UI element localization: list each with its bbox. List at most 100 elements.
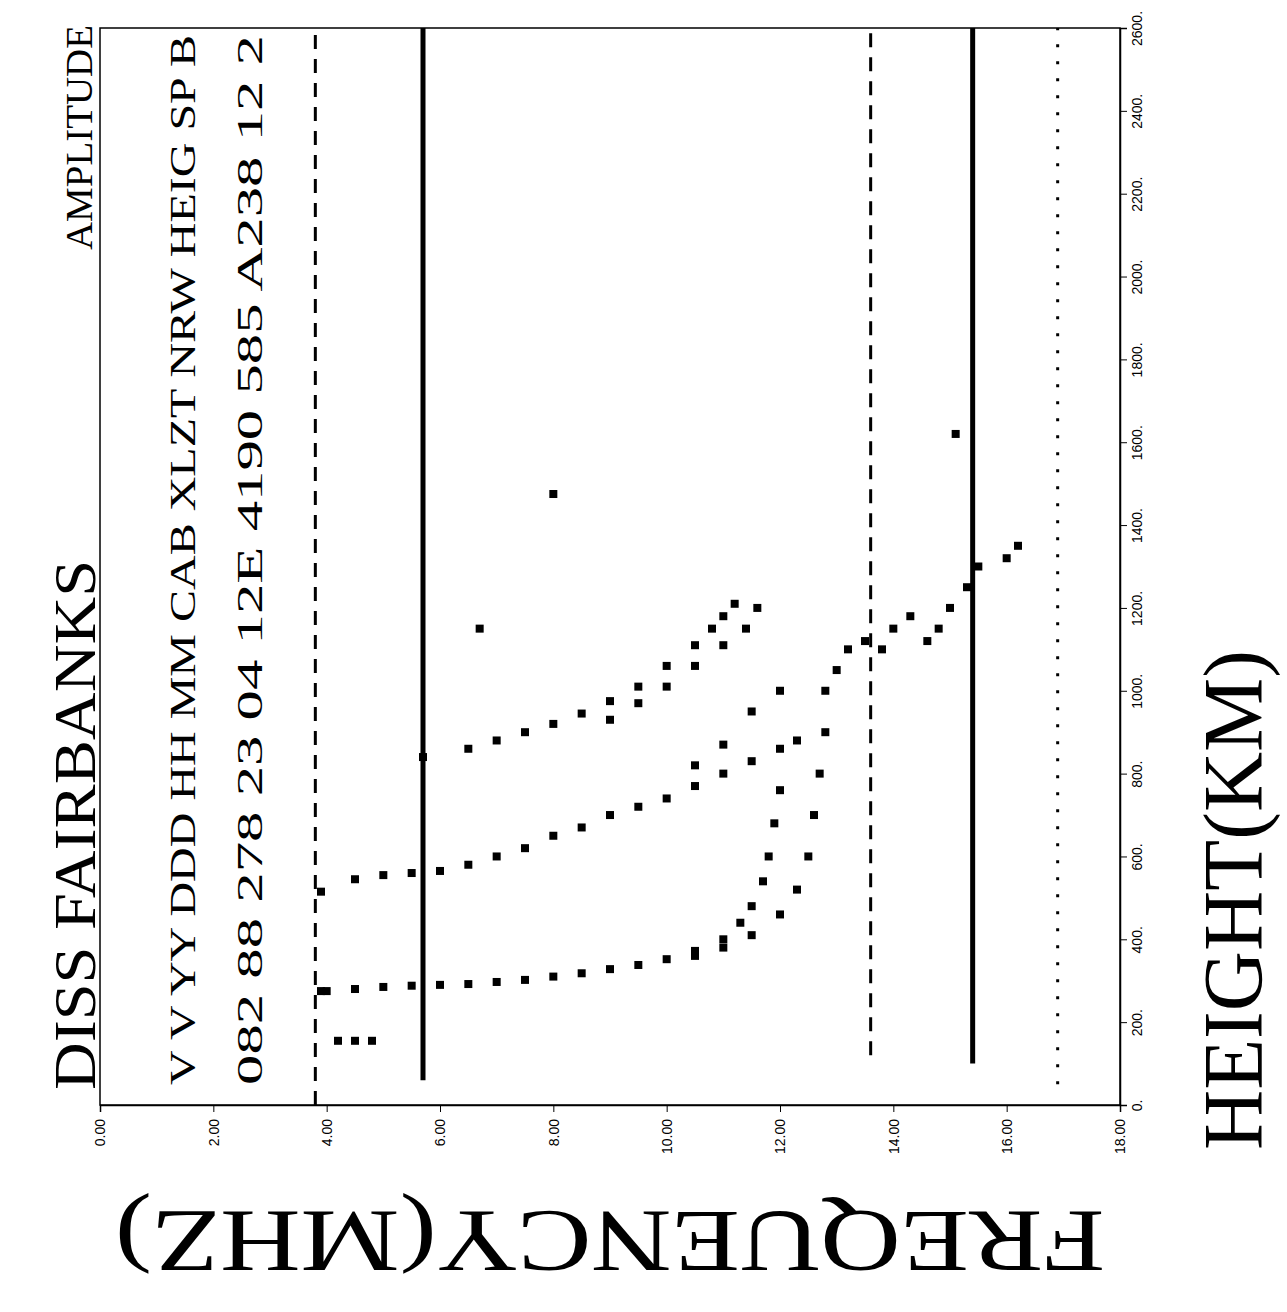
y-tick-mark [1120, 856, 1127, 857]
y-tick-label: 1800. [1129, 342, 1145, 377]
echo-point [691, 641, 699, 649]
x-tick: 18.00 [1112, 1105, 1128, 1154]
echo-point [634, 961, 642, 969]
y-tick: 400. [1120, 926, 1145, 953]
echo-point [804, 852, 812, 860]
y-tick: 1000. [1120, 674, 1145, 709]
x-tick-label: 12.00 [772, 1119, 788, 1154]
y-tick-mark [1120, 277, 1127, 278]
echo-point [821, 687, 829, 695]
x-tick-mark [1007, 1105, 1008, 1112]
y-tick: 2000. [1120, 260, 1145, 295]
x-axis-line [101, 1106, 1121, 1113]
echo-point [578, 710, 586, 718]
echo-point [753, 604, 761, 612]
header-row: 082 88 278 23 04 12E 4190 585 A238 12 2 [230, 35, 270, 1085]
echo-point [476, 625, 484, 633]
echo-point [708, 625, 716, 633]
trace-line [1056, 28, 1059, 1084]
echo-point [691, 782, 699, 790]
echo-point [606, 811, 614, 819]
echo-point [317, 888, 325, 896]
y-tick-label: 1600. [1129, 425, 1145, 460]
y-axis-title: HEIGHT(KM) [1187, 650, 1281, 1150]
y-tick-mark [1120, 359, 1127, 360]
echo-point [691, 952, 699, 960]
x-tick-mark [213, 1105, 214, 1112]
echo-point [833, 666, 841, 674]
trace-line [869, 28, 872, 1055]
y-tick-mark [1120, 608, 1127, 609]
echo-point [351, 985, 359, 993]
y-tick-label: 800. [1129, 760, 1145, 787]
echo-point [719, 612, 727, 620]
echo-point [663, 794, 671, 802]
y-axis: 0.200.400.600.800.1000.1200.1400.1600.18… [1120, 11, 1145, 1111]
echo-point [878, 645, 886, 653]
echo-point [776, 687, 784, 695]
echo-point [663, 683, 671, 691]
x-tick-label: 14.00 [886, 1119, 902, 1154]
echo-point [935, 625, 943, 633]
y-tick-mark [1120, 194, 1127, 195]
echo-point [793, 886, 801, 894]
echo-point [493, 736, 501, 744]
echo-point [549, 490, 557, 498]
x-tick-mark [893, 1105, 894, 1112]
trace-line [970, 28, 975, 1064]
echo-point [923, 637, 931, 645]
x-tick-label: 6.00 [432, 1119, 448, 1146]
y-tick-label: 0. [1129, 1100, 1145, 1112]
x-tick-mark [780, 1105, 781, 1112]
y-tick: 2400. [1120, 94, 1145, 129]
echo-point [719, 741, 727, 749]
y-tick-label: 1200. [1129, 591, 1145, 626]
y-tick-label: 2200. [1129, 177, 1145, 212]
y-tick-mark [1120, 442, 1127, 443]
echo-point [663, 662, 671, 670]
echo-point [493, 852, 501, 860]
echo-point [408, 869, 416, 877]
y-tick: 1400. [1120, 508, 1145, 543]
echo-point [776, 745, 784, 753]
plot-frame [100, 28, 1120, 1105]
echo-point [419, 753, 427, 761]
y-tick-label: 2000. [1129, 260, 1145, 295]
echo-point [521, 976, 529, 984]
echo-point [634, 699, 642, 707]
x-tick: 4.00 [319, 1105, 335, 1146]
echo-point [793, 736, 801, 744]
echo-point [379, 871, 387, 879]
x-tick: 16.00 [999, 1105, 1015, 1154]
x-tick: 10.00 [659, 1105, 675, 1154]
y-tick: 600. [1120, 843, 1145, 870]
echo-point [748, 931, 756, 939]
echo-point [578, 823, 586, 831]
y-tick-label: 400. [1129, 926, 1145, 953]
echo-point [351, 875, 359, 883]
x-tick: 8.00 [546, 1105, 562, 1146]
echo-point [963, 583, 971, 591]
y-tick: 2200. [1120, 177, 1145, 212]
echo-point [663, 955, 671, 963]
echo-point [844, 645, 852, 653]
echo-point [748, 707, 756, 715]
x-tick-mark [100, 1105, 101, 1112]
echo-point [323, 987, 331, 995]
echo-point [889, 625, 897, 633]
y-tick-mark [1120, 691, 1127, 692]
y-tick-label: 2600. [1129, 11, 1145, 46]
echo-point [1003, 554, 1011, 562]
echo-point [719, 770, 727, 778]
x-tick-label: 8.00 [546, 1119, 562, 1146]
echo-point [1014, 542, 1022, 550]
x-tick: 14.00 [886, 1105, 902, 1154]
x-tick-mark [327, 1105, 328, 1112]
echo-point [334, 1037, 342, 1045]
echo-point [368, 1037, 376, 1045]
echo-point [770, 819, 778, 827]
echo-point [952, 430, 960, 438]
echo-point [549, 720, 557, 728]
x-tick-label: 18.00 [1112, 1119, 1128, 1154]
echo-point [549, 832, 557, 840]
